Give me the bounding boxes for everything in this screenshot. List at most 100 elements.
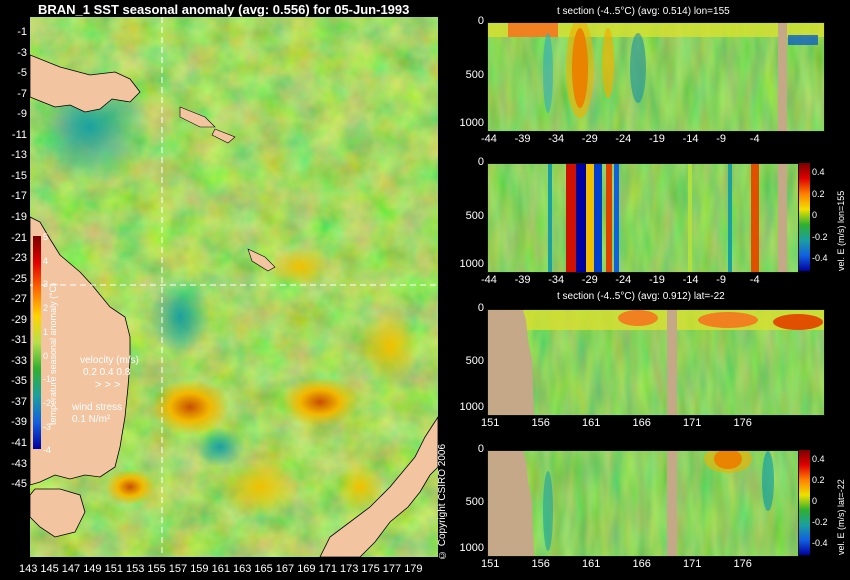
tasmania-land [30, 488, 86, 538]
map-lat-tick: -25 [11, 272, 27, 285]
map-lat-tick: -33 [11, 354, 27, 367]
panel-x-tick: -44 [481, 274, 497, 286]
map-lat-tick: -43 [11, 457, 27, 470]
map-lon-tick: 157 [168, 563, 188, 575]
map-colorbar-tick: 2 [43, 303, 49, 314]
map-title: BRAN_1 SST seasonal anomaly (avg: 0.556)… [38, 2, 410, 17]
map-lat-tick: -13 [11, 149, 27, 162]
panel-y-tick: 500 [465, 69, 484, 81]
map-lon-tick: 175 [361, 563, 380, 575]
section-heatmap-panel [487, 309, 825, 416]
panel-colorbar-label: vel. E (m/s) lat=-22 [836, 479, 846, 555]
map-colorbar-tick: 1 [43, 326, 49, 337]
map-colorbar-tick: -2 [43, 397, 52, 408]
map-lat-tick: -39 [11, 416, 27, 429]
panel-x-tick: -39 [514, 133, 531, 145]
panel-colorbar-tick: 0 [812, 496, 818, 506]
panel-colorbar-label: vel. E (m/s) lon=155 [836, 190, 846, 271]
map-colorbar-label: temperature seasonal anomaly (°C) [48, 282, 58, 425]
velocity-legend-arrows: > > > [95, 379, 121, 391]
map-lat-tick: -27 [11, 293, 27, 306]
panel-y-tick: 0 [477, 302, 484, 314]
panel-x-tick: -14 [682, 274, 699, 286]
panel-title: t section (-4..5°C) (avg: 0.514) lon=155 [557, 6, 730, 17]
section-heatmap-panel [487, 163, 799, 273]
panel-y-tick: 500 [465, 210, 484, 222]
panel-colorbar-tick: -0.4 [812, 538, 828, 548]
map-lat-tick: -37 [11, 395, 27, 408]
panel-colorbar-tick: -0.2 [812, 231, 828, 242]
panel-x-tick: -29 [581, 133, 598, 145]
map-lon-tick: 169 [297, 563, 316, 575]
map-colorbar-tick: -4 [43, 445, 52, 456]
map-lat-tick: -1 [17, 26, 27, 38]
map-lon-tick: 171 [318, 563, 337, 575]
map-lat-tick: -7 [17, 87, 27, 100]
map-lon-tick: 145 [40, 563, 59, 575]
panel-colorbar-tick: 0.4 [812, 454, 825, 464]
map-lat-tick: -5 [17, 67, 27, 80]
panel-x-tick: -24 [615, 274, 632, 286]
panel-y-tick: 1000 [459, 117, 484, 129]
panel-y-tick: 500 [465, 354, 484, 367]
map-lat-tick: -15 [11, 169, 27, 182]
map-lon-tick: 153 [126, 563, 145, 575]
map-colorbar-tick: 0 [43, 350, 49, 361]
panel-colorbar-tick: -0.4 [812, 253, 828, 264]
velocity-legend-label: velocity (m/s) [80, 355, 139, 366]
map-lat-tick: -21 [11, 231, 27, 244]
section-heatmap-panel [487, 22, 825, 132]
panel-colorbar [799, 163, 810, 271]
australia-land [30, 216, 131, 486]
panel-x-tick: -19 [649, 133, 665, 145]
panel-colorbar-tick: 0.2 [812, 475, 825, 485]
map-lon-tick: 161 [211, 563, 230, 575]
wind-stress-scale: 0.1 N/m² [72, 414, 111, 425]
panel-x-tick: 171 [683, 558, 702, 570]
panel-x-tick: -14 [682, 133, 699, 145]
map-lon-tick: 163 [233, 563, 252, 575]
map-colorbar-tick: 4 [43, 255, 49, 266]
panel-y-tick: 1000 [459, 258, 484, 270]
map-colorbar-tick: 3 [43, 279, 49, 290]
panel-colorbar-tick: 0.2 [812, 188, 825, 199]
section-heatmap-panel [487, 450, 799, 557]
panel-colorbar [799, 450, 810, 555]
map-lon-tick: 147 [61, 563, 81, 575]
panel-x-tick: -24 [615, 133, 632, 145]
panel-y-tick: 0 [477, 156, 484, 168]
map-lat-tick: -11 [11, 128, 27, 141]
map-lat-tick: -35 [11, 375, 27, 388]
panel-x-tick: -9 [716, 274, 726, 286]
panel-x-tick: 166 [632, 417, 651, 429]
new-guinea-land [30, 54, 141, 113]
panel-x-tick: 156 [531, 558, 550, 570]
panel-x-tick: -44 [481, 133, 497, 145]
map-lon-tick: 143 [19, 563, 38, 575]
map-lon-tick: 149 [83, 563, 102, 575]
map-lat-tick: -23 [11, 252, 27, 265]
map-colorbar [33, 236, 41, 449]
map-lon-tick: 173 [340, 563, 359, 575]
map-lat-tick: -31 [11, 334, 27, 347]
new-caledonia-land [247, 248, 276, 272]
panel-title: t section (-4..5°C) (avg: 0.912) lat=-22 [557, 291, 725, 302]
map-lon-tick: 165 [254, 563, 273, 575]
panel-x-tick: 156 [531, 417, 550, 429]
panel-x-tick: -39 [514, 274, 531, 286]
panel-x-tick: 176 [733, 417, 752, 429]
velocity-legend-scale: 0.2 0.4 0.8 [83, 367, 131, 378]
map-lat-tick: -29 [11, 313, 27, 326]
sst-anomaly-map [30, 17, 438, 557]
map-lat-tick: -45 [11, 478, 27, 491]
panel-y-tick: 1000 [459, 401, 484, 413]
panel-x-tick: 166 [632, 558, 651, 570]
map-lat-tick: -41 [11, 437, 27, 449]
map-lon-tick: 179 [404, 563, 423, 575]
panel-x-tick: -29 [581, 274, 598, 286]
panel-y-tick: 500 [465, 495, 484, 508]
map-colorbar-tick: -1 [43, 374, 52, 385]
map-lat-tick: -19 [11, 210, 27, 223]
panel-x-tick: -34 [548, 133, 565, 145]
panel-x-tick: 151 [481, 417, 500, 429]
